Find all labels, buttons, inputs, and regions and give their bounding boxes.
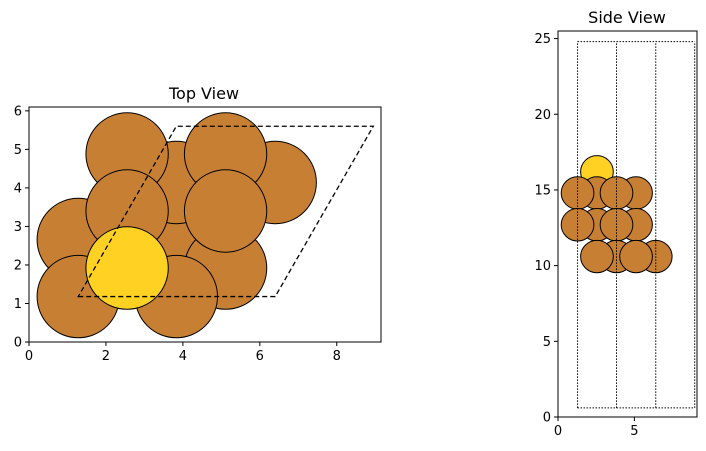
side-view-y-tick-label-5: 25 [534,32,551,47]
top-view-x-tick-label-1: 2 [102,349,110,364]
top-view-x-axis: 0 2 4 6 8 [25,342,341,364]
side-view-y-tick-label-3: 15 [534,183,551,198]
top-view-x-tick-label-2: 4 [179,349,187,364]
side-view-y-tick-label-2: 10 [534,259,551,274]
top-view-panel: Top View 0 2 4 6 8 0 1 2 3 4 5 6 [14,84,382,364]
side-view-x-tick-label-0: 0 [554,424,562,439]
top-view-y-tick-label-1: 1 [14,297,22,312]
top-view-y-tick-label-3: 3 [14,220,22,235]
side-view-x-tick-label-1: 5 [630,424,638,439]
side-view-frame [557,30,698,418]
top-view-x-tick-label-0: 0 [25,349,33,364]
side-view-y-tick-label-1: 5 [543,335,551,350]
top-view-x-tick-label-3: 6 [256,349,264,364]
top-view-y-tick-label-0: 0 [14,336,22,351]
top-view-frame [28,106,382,343]
side-view-y-tick-label-4: 20 [534,108,551,123]
top-view-y-tick-label-2: 2 [14,258,22,273]
top-view-atom-cu-8 [183,169,268,253]
top-view-y-tick-label-5: 5 [14,143,22,158]
side-view-y-axis: 0 5 10 15 20 25 [534,32,558,426]
top-view-y-tick-label-6: 6 [14,104,22,119]
side-view-y-tick-label-0: 0 [543,411,551,426]
top-view-x-tick-label-4: 8 [333,349,341,364]
side-view-atom-cu-11 [580,239,614,274]
top-view-unit-cell [77,125,375,298]
side-view-atom-cu-12 [619,239,653,274]
top-view-title: Top View [168,84,239,103]
top-view-y-tick-label-4: 4 [14,181,22,196]
side-view-title: Side View [588,8,666,27]
side-view-plot-area [560,41,696,409]
top-view-plot-area [36,112,375,339]
top-view-y-axis: 0 1 2 3 4 5 6 [14,104,29,351]
